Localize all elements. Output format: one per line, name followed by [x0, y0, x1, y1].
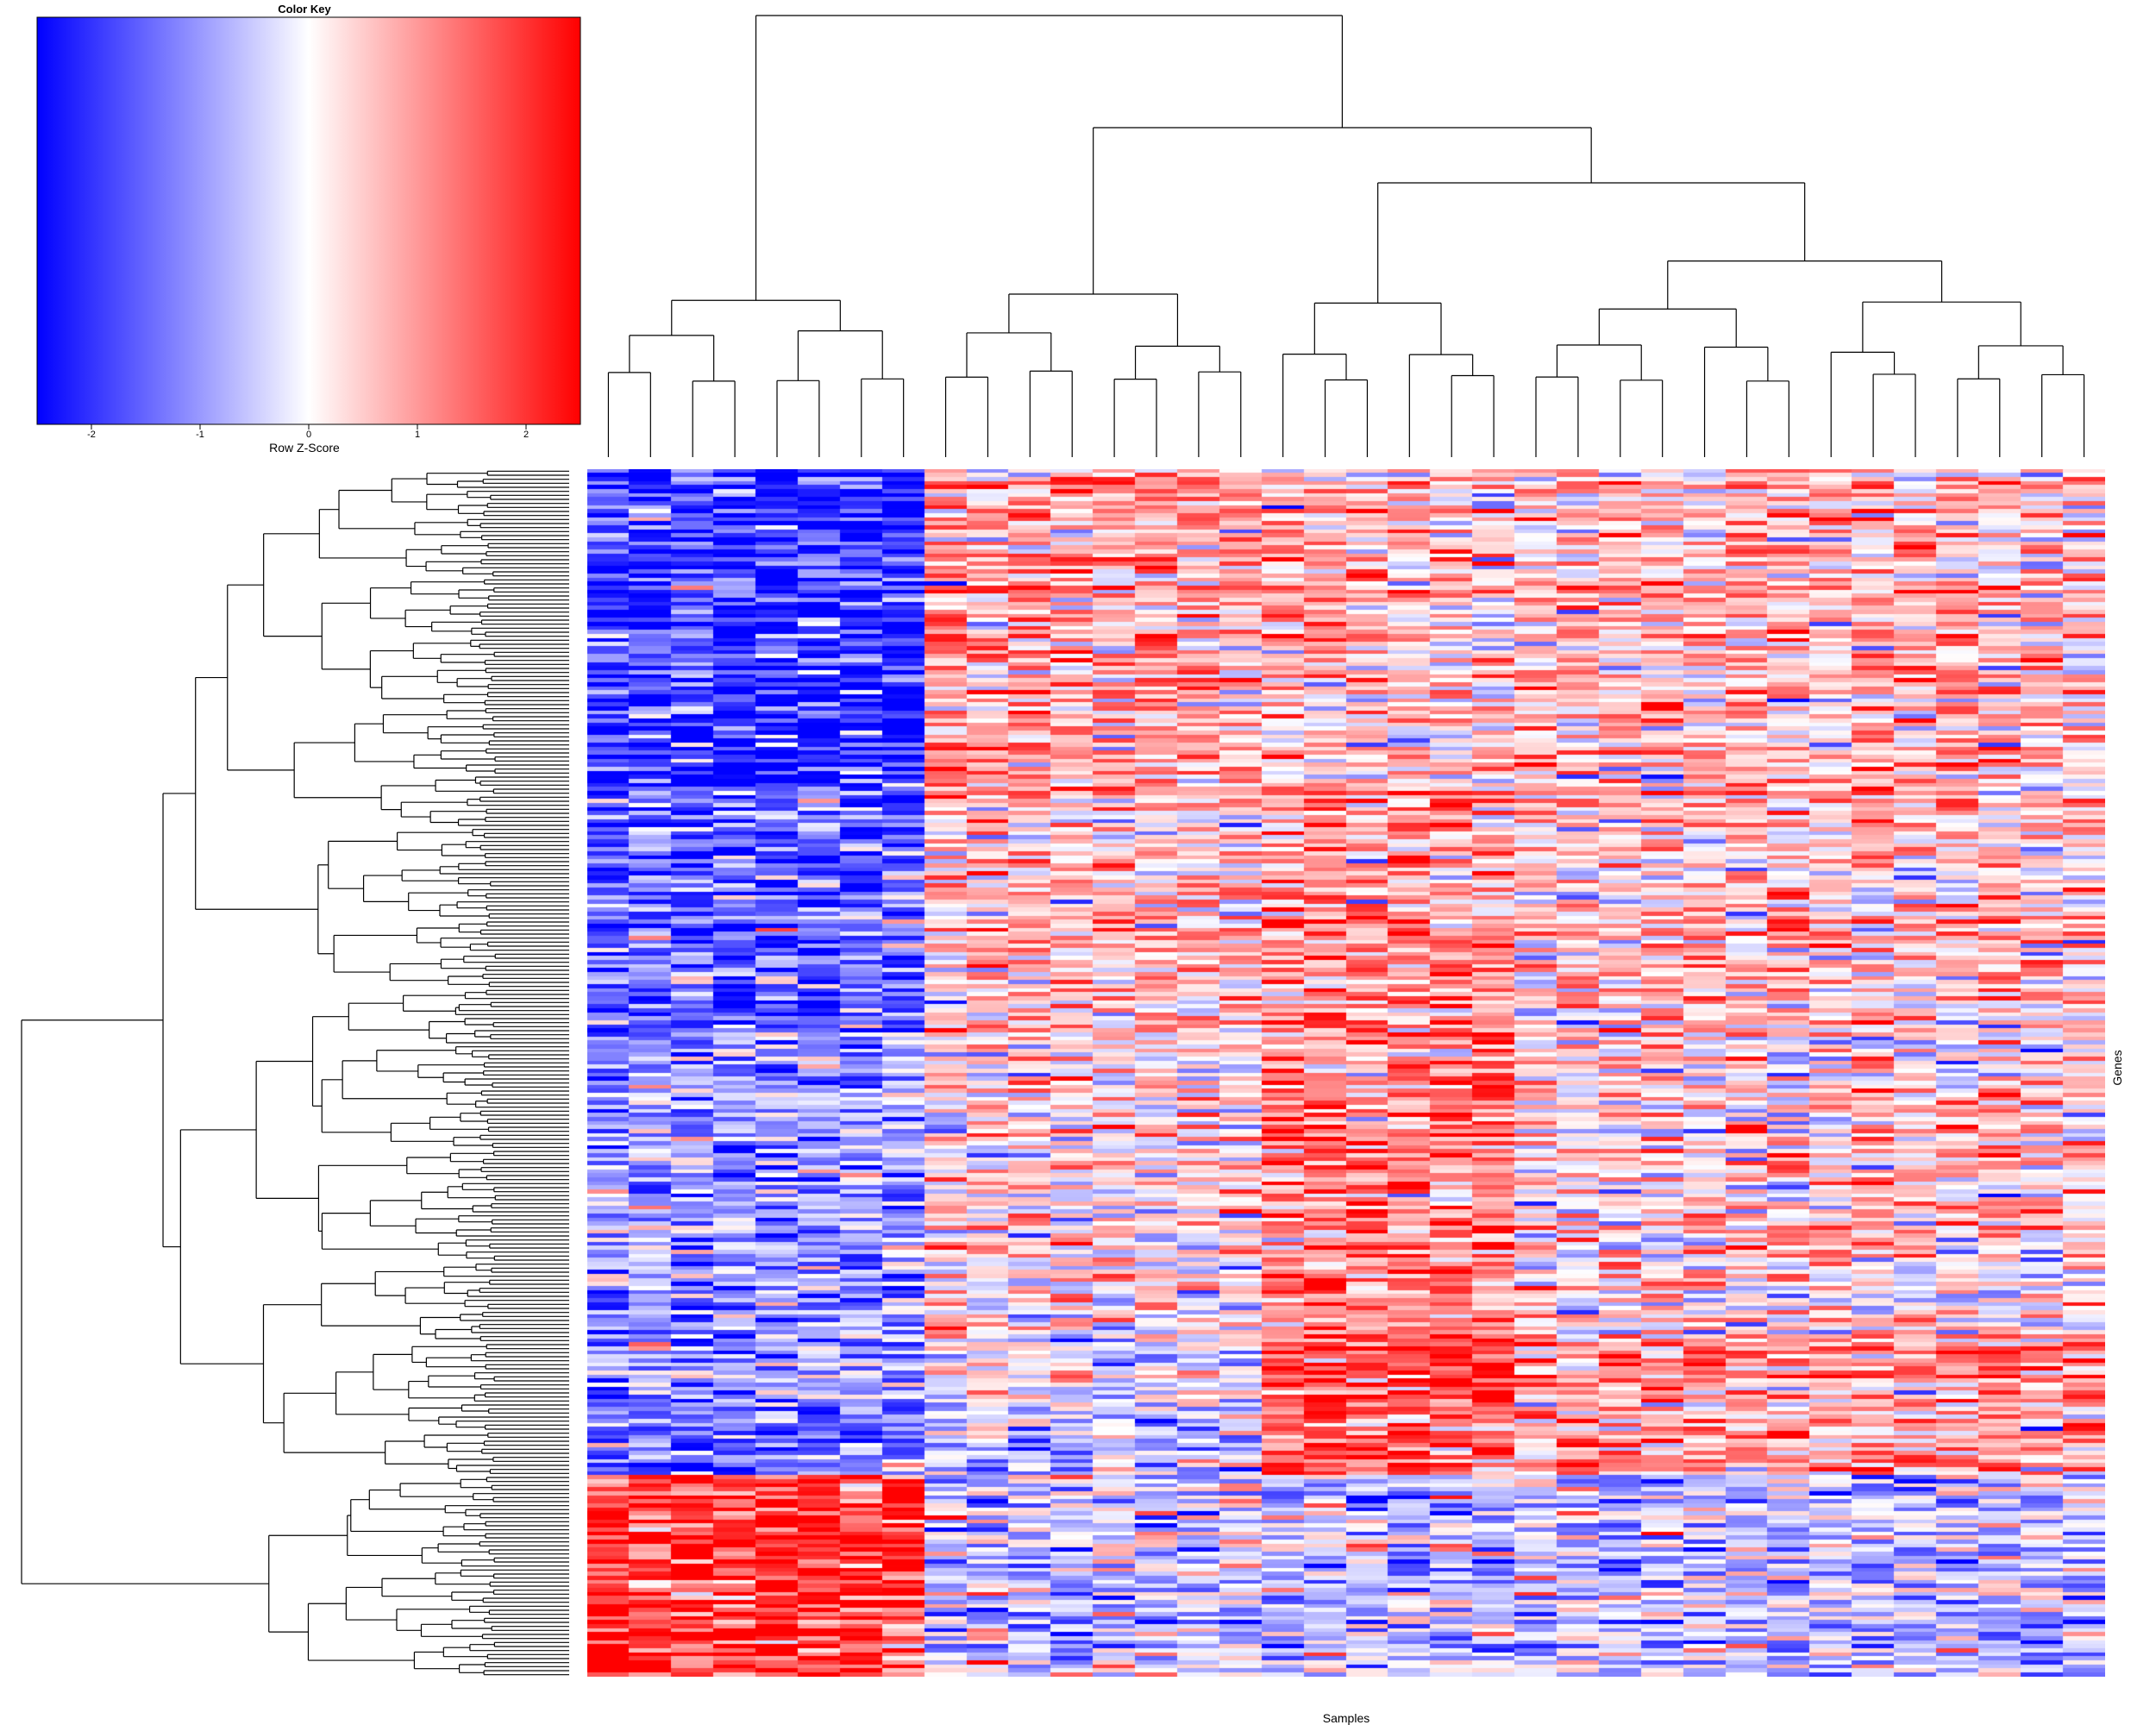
color-key [36, 16, 581, 430]
color-key-gradient [36, 16, 581, 425]
color-key-tick-label: 0 [305, 430, 312, 440]
x-axis-label: Samples [1322, 1711, 1370, 1725]
color-key-tick-label: -1 [196, 430, 204, 440]
column-dendrogram [607, 15, 2085, 457]
heatmap-grid [587, 469, 2105, 1677]
row-dendrogram [21, 470, 569, 1676]
color-key-tick-label: -2 [87, 430, 96, 440]
color-key-title: Color Key [278, 3, 331, 16]
color-key-label: Row Z-Score [269, 441, 340, 455]
y-axis-label: Genes [2110, 1050, 2124, 1086]
color-key-tick-label: 1 [414, 430, 421, 440]
color-key-tick-label: 2 [523, 430, 530, 440]
